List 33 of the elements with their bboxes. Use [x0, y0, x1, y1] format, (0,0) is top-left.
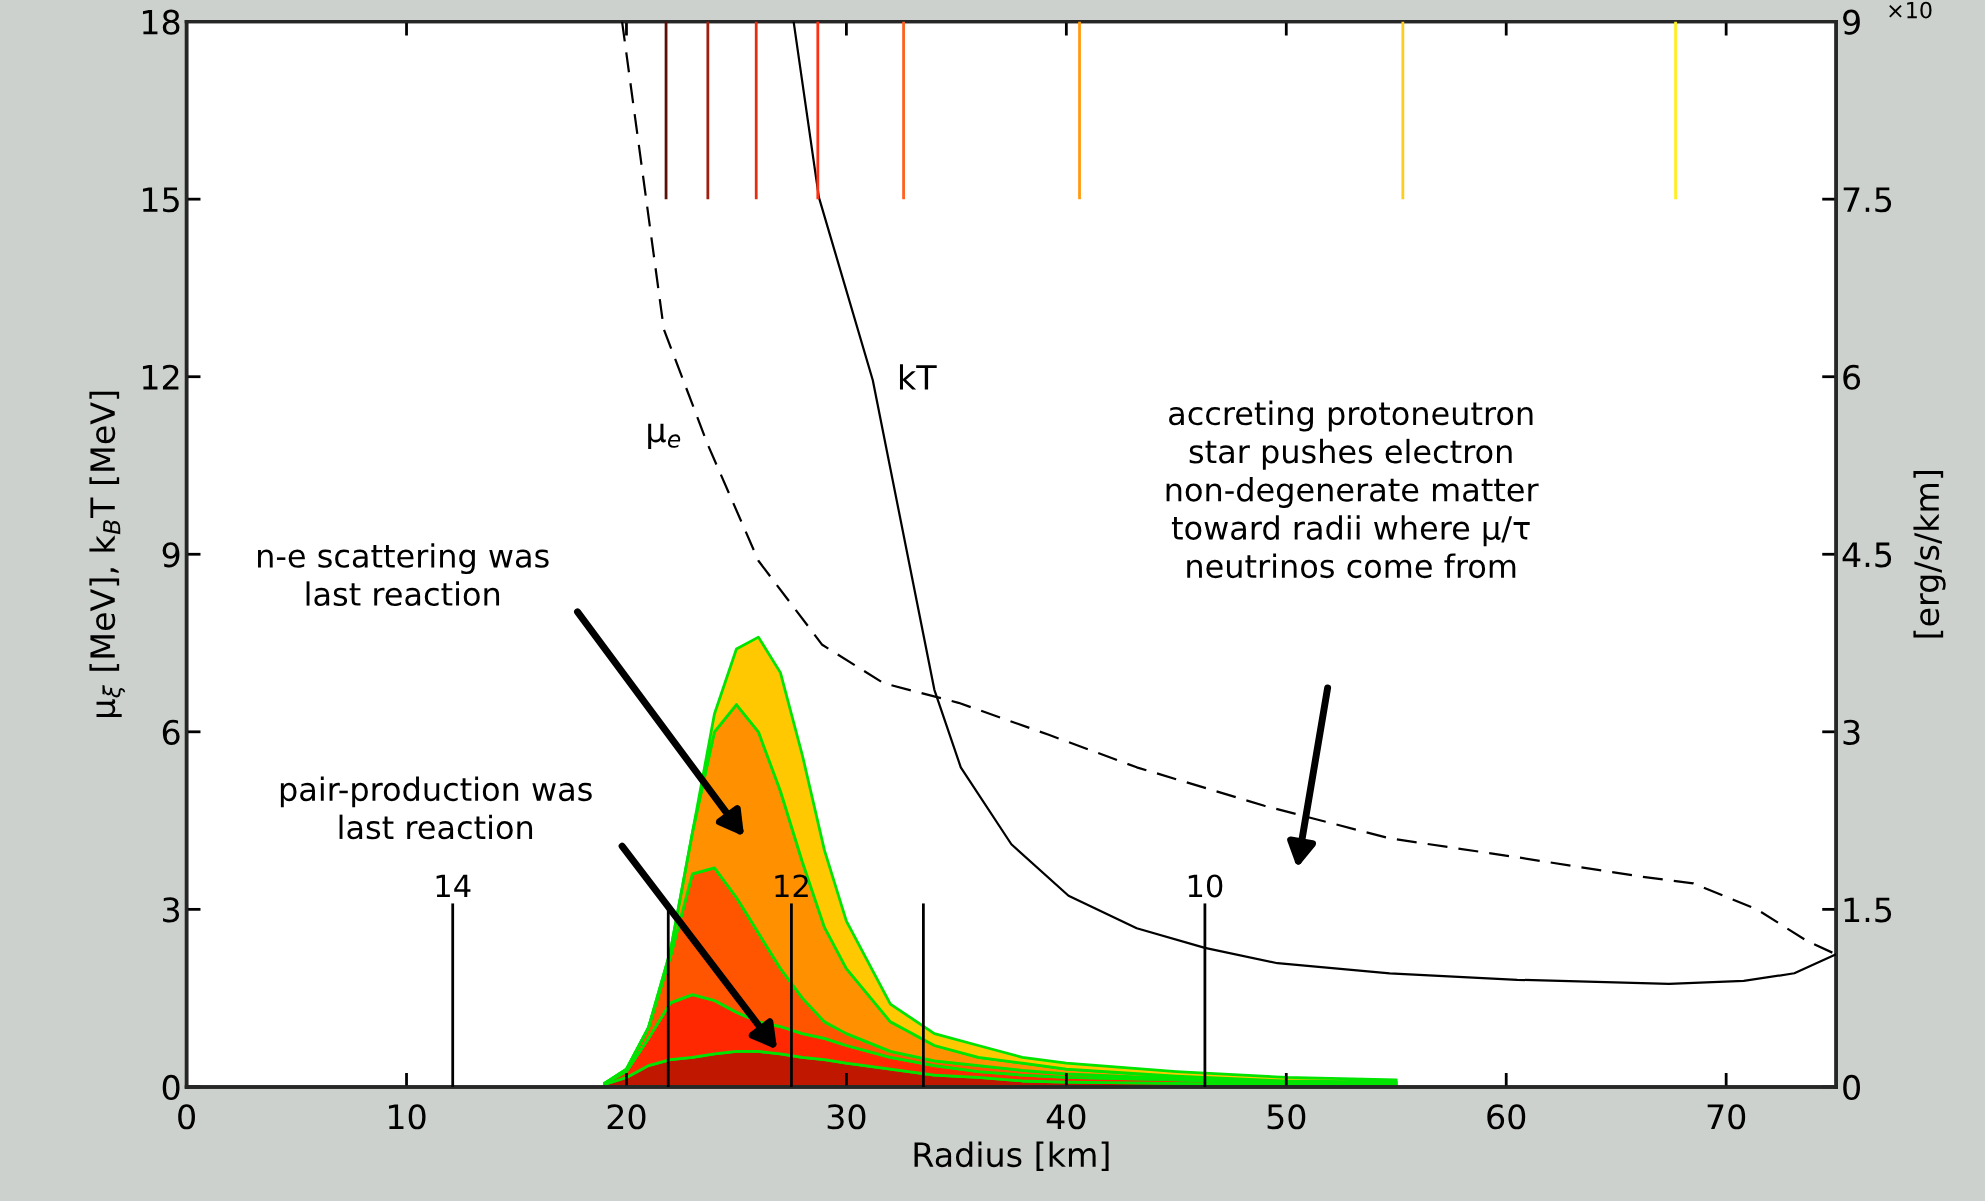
y-tick-label: 6: [162, 719, 180, 745]
series-label: 12: [775, 874, 808, 898]
series-label: 10: [1188, 874, 1223, 898]
series-label: kT: [899, 364, 937, 390]
y-tick-label: 15: [142, 187, 179, 213]
x-axis-title: Radius [km]: [914, 1141, 1109, 1172]
series-label: μ$_{e}$: [648, 423, 681, 449]
y-tick-label: 3: [163, 897, 180, 923]
y2-tick-label: 9: [1843, 9, 1860, 35]
annotation: pair-production was last reaction: [280, 776, 592, 840]
x-tick-label: 20: [607, 1104, 646, 1130]
y2-tick-label: 0: [1843, 1074, 1860, 1101]
x-tick-label: 50: [1267, 1104, 1306, 1130]
annotation: accreting protoneutron star pushes electron non-degenerate matter toward radii where μ/τ neutrinos come from: [1166, 400, 1539, 579]
y-tick-label: 18: [142, 9, 180, 35]
y-tick-label: 9: [162, 542, 180, 568]
y2-tick-label: 3: [1843, 719, 1860, 745]
x-tick-label: 30: [827, 1104, 866, 1130]
y-tick-label: 0: [162, 1074, 180, 1101]
text: ×10: [1889, 1, 1932, 19]
annotation: n-e scattering was last reaction: [258, 543, 549, 607]
x-tick-label: 60: [1487, 1104, 1526, 1130]
y-axis-title: μ$_{ξ}$ [MeV], k$_{B}$T [MeV]: [89, 391, 126, 717]
y2-tick-label: 4.5: [1842, 542, 1892, 568]
y2-tick-label: 7.5: [1843, 187, 1892, 213]
series-label: 14: [436, 874, 471, 898]
y2-tick-label: 1.5: [1844, 897, 1892, 923]
x-tick-label: 40: [1046, 1104, 1086, 1130]
x-tick-label: 10: [388, 1104, 426, 1130]
y-tick-label: 12: [142, 364, 179, 390]
y2-tick-label: 6: [1843, 364, 1861, 390]
y2-axis-title: [erg/s/km]: [1913, 470, 1946, 638]
x-tick-label: 70: [1707, 1104, 1746, 1130]
